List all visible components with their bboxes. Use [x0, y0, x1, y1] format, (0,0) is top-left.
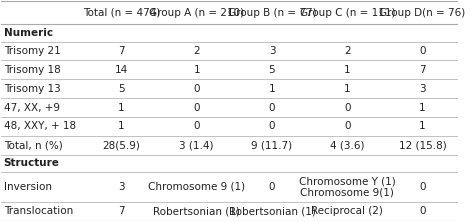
Text: 0: 0 — [193, 121, 200, 131]
Text: 1: 1 — [344, 84, 351, 94]
Text: Trisomy 21: Trisomy 21 — [4, 46, 61, 56]
Text: Robertsonian (1): Robertsonian (1) — [228, 206, 315, 216]
Text: Trisomy 18: Trisomy 18 — [4, 65, 61, 75]
Text: 0: 0 — [269, 121, 275, 131]
Text: 0: 0 — [344, 121, 351, 131]
Text: 47, XX, +9: 47, XX, +9 — [4, 103, 60, 113]
Text: 3: 3 — [419, 84, 426, 94]
Text: 14: 14 — [115, 65, 128, 75]
Text: Inversion: Inversion — [4, 182, 52, 192]
Text: 7: 7 — [419, 65, 426, 75]
Text: 1: 1 — [269, 84, 275, 94]
Text: 48, XXY, + 18: 48, XXY, + 18 — [4, 121, 76, 131]
Text: Group A (n = 210): Group A (n = 210) — [149, 8, 244, 18]
Text: 0: 0 — [269, 182, 275, 192]
Text: 9 (11.7): 9 (11.7) — [251, 140, 292, 150]
Text: 2: 2 — [344, 46, 351, 56]
Text: 12 (15.8): 12 (15.8) — [399, 140, 447, 150]
Text: 0: 0 — [419, 182, 426, 192]
Text: 1: 1 — [118, 121, 125, 131]
Text: Group D(n = 76): Group D(n = 76) — [380, 8, 466, 18]
Text: 5: 5 — [269, 65, 275, 75]
Text: Total (n = 474): Total (n = 474) — [82, 8, 160, 18]
Text: 3 (1.4): 3 (1.4) — [180, 140, 214, 150]
Text: 1: 1 — [344, 65, 351, 75]
Text: Structure: Structure — [4, 158, 60, 168]
Text: 0: 0 — [269, 103, 275, 113]
Text: 5: 5 — [118, 84, 125, 94]
Text: Robertsonian (1): Robertsonian (1) — [153, 206, 240, 216]
Text: 1: 1 — [193, 65, 200, 75]
Text: Group C (n = 111): Group C (n = 111) — [300, 8, 395, 18]
Text: 1: 1 — [419, 121, 426, 131]
Text: 7: 7 — [118, 206, 125, 216]
Text: 0: 0 — [344, 103, 351, 113]
Text: 28(5.9): 28(5.9) — [102, 140, 140, 150]
Text: 2: 2 — [193, 46, 200, 56]
Text: 0: 0 — [193, 84, 200, 94]
Text: 4 (3.6): 4 (3.6) — [330, 140, 365, 150]
Text: Chromosome Y (1)
Chromosome 9(1): Chromosome Y (1) Chromosome 9(1) — [299, 176, 396, 198]
Text: 7: 7 — [118, 46, 125, 56]
Text: Translocation: Translocation — [4, 206, 73, 216]
Text: Chromosome 9 (1): Chromosome 9 (1) — [148, 182, 245, 192]
Text: 3: 3 — [269, 46, 275, 56]
Text: 0: 0 — [419, 46, 426, 56]
Text: Total, n (%): Total, n (%) — [4, 140, 63, 150]
Text: Group B (n = 77): Group B (n = 77) — [228, 8, 316, 18]
Text: 0: 0 — [193, 103, 200, 113]
Text: 1: 1 — [118, 103, 125, 113]
Text: 0: 0 — [419, 206, 426, 216]
Text: Reciprocal (2): Reciprocal (2) — [311, 206, 383, 216]
Text: 1: 1 — [419, 103, 426, 113]
Text: 3: 3 — [118, 182, 125, 192]
Text: Trisomy 13: Trisomy 13 — [4, 84, 61, 94]
Text: Numeric: Numeric — [4, 28, 53, 38]
